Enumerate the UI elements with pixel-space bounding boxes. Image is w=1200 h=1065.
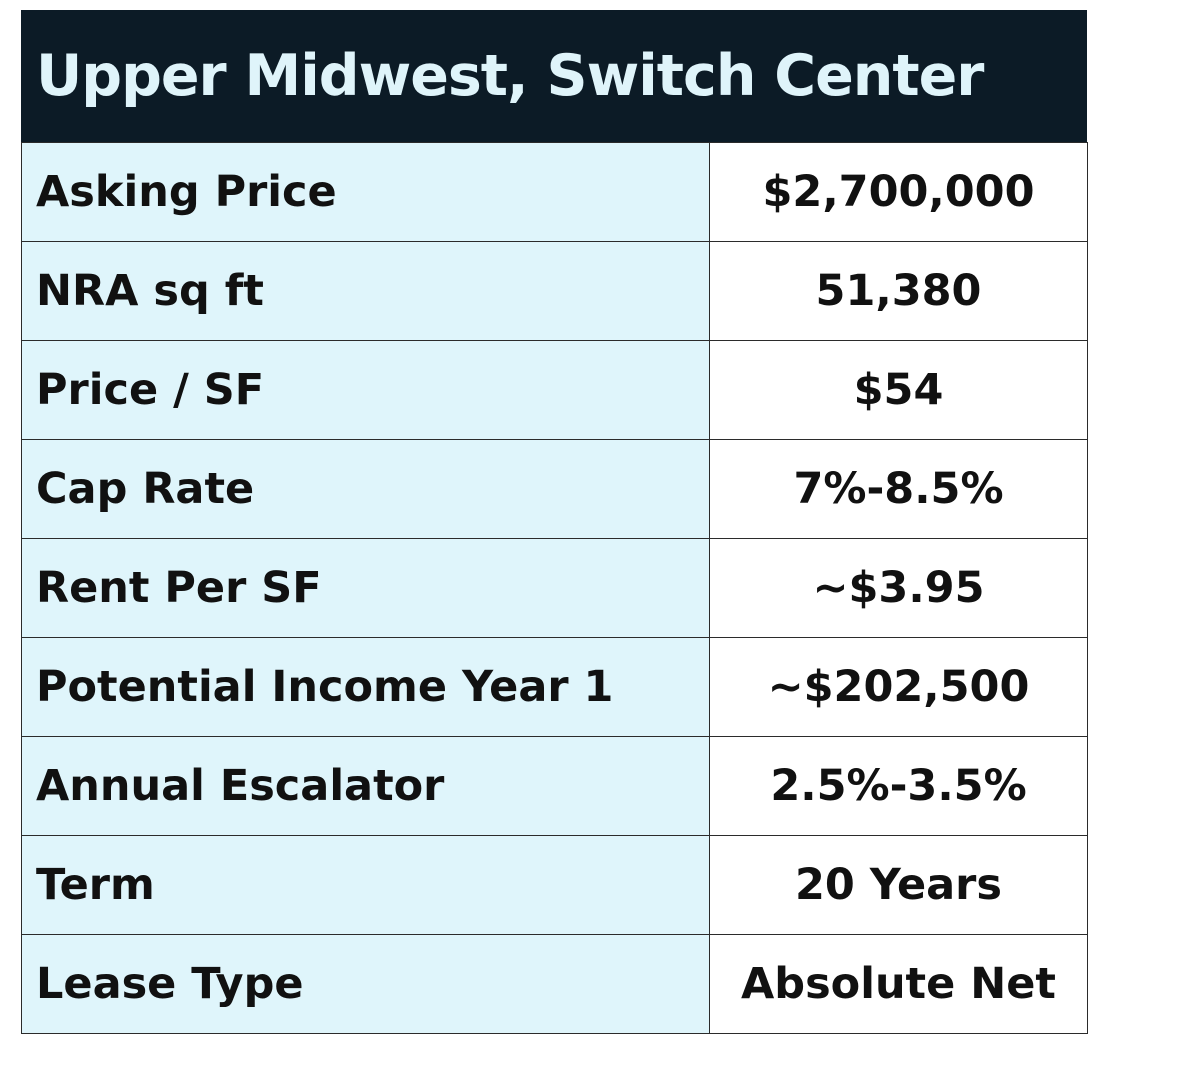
row-value-lease-type: Absolute Net xyxy=(709,934,1088,1034)
row-value-price-per-sf: $54 xyxy=(709,340,1088,440)
row-label-cap-rate: Cap Rate xyxy=(21,439,710,539)
row-value-cap-rate: 7%-8.5% xyxy=(709,439,1088,539)
row-value-rent-per-sf: ~$3.95 xyxy=(709,538,1088,638)
property-specs-table: Asking Price $2,700,000 NRA sq ft 51,380… xyxy=(21,142,1088,1034)
row-label-asking-price: Asking Price xyxy=(21,142,710,242)
property-summary-card: Upper Midwest, Switch Center Asking Pric… xyxy=(21,10,1088,1034)
row-label-lease-type: Lease Type xyxy=(21,934,710,1034)
table-row: Lease Type Absolute Net xyxy=(21,934,1088,1034)
table-row: Cap Rate 7%-8.5% xyxy=(21,439,1088,539)
row-label-price-per-sf: Price / SF xyxy=(21,340,710,440)
row-value-annual-escalator: 2.5%-3.5% xyxy=(709,736,1088,836)
title-banner: Upper Midwest, Switch Center xyxy=(21,10,1087,142)
table-row: Annual Escalator 2.5%-3.5% xyxy=(21,736,1088,836)
row-label-rent-per-sf: Rent Per SF xyxy=(21,538,710,638)
row-value-asking-price: $2,700,000 xyxy=(709,142,1088,242)
row-label-nra-sq-ft: NRA sq ft xyxy=(21,241,710,341)
table-row: NRA sq ft 51,380 xyxy=(21,241,1088,341)
row-label-annual-escalator: Annual Escalator xyxy=(21,736,710,836)
row-value-term: 20 Years xyxy=(709,835,1088,935)
table-row: Asking Price $2,700,000 xyxy=(21,142,1088,242)
table-row: Potential Income Year 1 ~$202,500 xyxy=(21,637,1088,737)
table-row: Price / SF $54 xyxy=(21,340,1088,440)
row-value-potential-income: ~$202,500 xyxy=(709,637,1088,737)
row-label-term: Term xyxy=(21,835,710,935)
table-row: Term 20 Years xyxy=(21,835,1088,935)
row-label-potential-income: Potential Income Year 1 xyxy=(21,637,710,737)
page-title: Upper Midwest, Switch Center xyxy=(36,43,984,109)
table-row: Rent Per SF ~$3.95 xyxy=(21,538,1088,638)
row-value-nra-sq-ft: 51,380 xyxy=(709,241,1088,341)
